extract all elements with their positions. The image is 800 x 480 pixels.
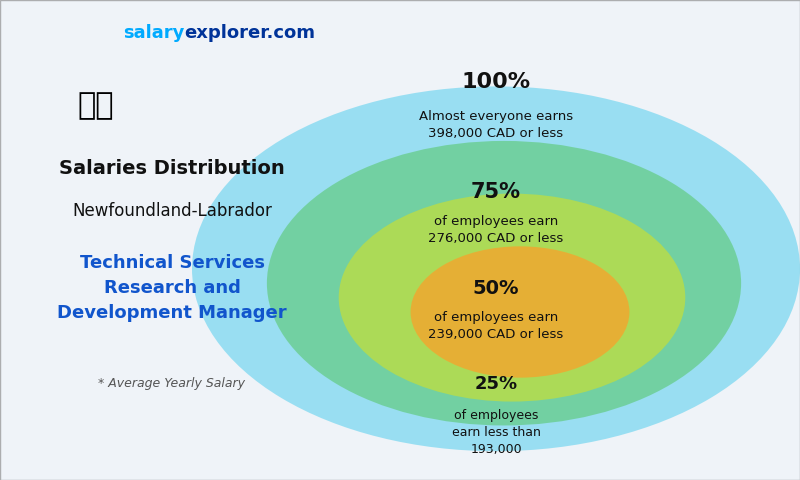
- Text: Newfoundland-Labrador: Newfoundland-Labrador: [72, 202, 272, 220]
- Text: salary: salary: [122, 24, 184, 42]
- Text: 100%: 100%: [462, 72, 530, 92]
- Text: of employees earn
276,000 CAD or less: of employees earn 276,000 CAD or less: [428, 216, 564, 245]
- Circle shape: [410, 246, 630, 378]
- Text: of employees earn
239,000 CAD or less: of employees earn 239,000 CAD or less: [428, 312, 564, 341]
- Text: 75%: 75%: [471, 182, 521, 202]
- Text: 50%: 50%: [473, 278, 519, 298]
- Text: explorer.com: explorer.com: [184, 24, 315, 42]
- Circle shape: [192, 86, 800, 451]
- Text: Almost everyone earns
398,000 CAD or less: Almost everyone earns 398,000 CAD or les…: [419, 110, 573, 140]
- Circle shape: [267, 141, 741, 425]
- Text: 🇨🇦: 🇨🇦: [78, 91, 114, 120]
- Text: 25%: 25%: [474, 375, 518, 393]
- Text: Technical Services
Research and
Development Manager: Technical Services Research and Developm…: [57, 254, 287, 322]
- Circle shape: [338, 193, 686, 402]
- Text: * Average Yearly Salary: * Average Yearly Salary: [98, 377, 246, 391]
- Text: of employees
earn less than
193,000: of employees earn less than 193,000: [451, 408, 541, 456]
- Text: Salaries Distribution: Salaries Distribution: [59, 158, 285, 178]
